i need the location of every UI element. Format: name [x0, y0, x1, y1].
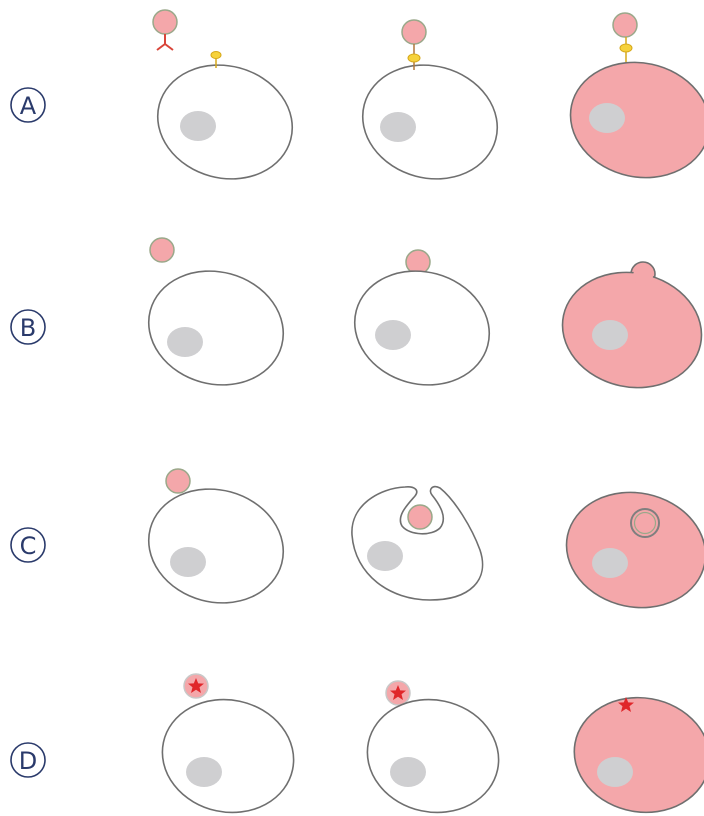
nucleus: [167, 327, 203, 357]
row-label: C: [20, 532, 37, 560]
vesicle: [152, 9, 178, 35]
cell-filled: [569, 61, 704, 179]
row-b: [147, 237, 703, 389]
vesicle: [407, 504, 433, 530]
nucleus: [170, 547, 206, 577]
cell-filled: [573, 696, 704, 814]
cell-engulfing: [351, 485, 484, 601]
nucleus: [589, 103, 625, 133]
endosome-inner: [633, 511, 657, 535]
endosome: [630, 508, 660, 538]
row-a: [152, 9, 704, 180]
vesicle: [401, 19, 427, 45]
row-label: B: [20, 314, 36, 342]
row-d: [161, 673, 704, 814]
nucleus: [592, 548, 628, 578]
receptor: [407, 53, 421, 63]
row-label: D: [19, 747, 37, 775]
cell: [156, 64, 294, 180]
cell: [361, 64, 499, 180]
cell: [147, 270, 285, 386]
nucleus: [597, 757, 633, 787]
receptor: [619, 43, 633, 53]
label-ring: [10, 87, 46, 123]
cell-filled: [565, 491, 704, 609]
nucleus: [592, 320, 628, 350]
cell: [353, 270, 491, 386]
receptor: [210, 51, 222, 59]
row-c: [147, 468, 704, 609]
label-ring: [10, 309, 46, 345]
nucleus: [367, 541, 403, 571]
nucleus: [375, 320, 411, 350]
cell-filled: [561, 271, 703, 389]
row-labels: A B C D: [10, 87, 46, 778]
cell: [147, 488, 285, 604]
vesicle: [149, 237, 175, 263]
label-ring: [10, 527, 46, 563]
cell: [366, 698, 500, 814]
vesicle: [612, 12, 638, 38]
vesicle: [165, 468, 191, 494]
fusion-fill: [633, 266, 653, 286]
row-label: A: [20, 92, 37, 120]
cell: [161, 698, 295, 814]
ligand: [156, 34, 174, 51]
label-ring: [10, 742, 46, 778]
nucleus: [390, 757, 426, 787]
nucleus: [186, 757, 222, 787]
nucleus: [180, 111, 216, 141]
nucleus: [380, 112, 416, 142]
